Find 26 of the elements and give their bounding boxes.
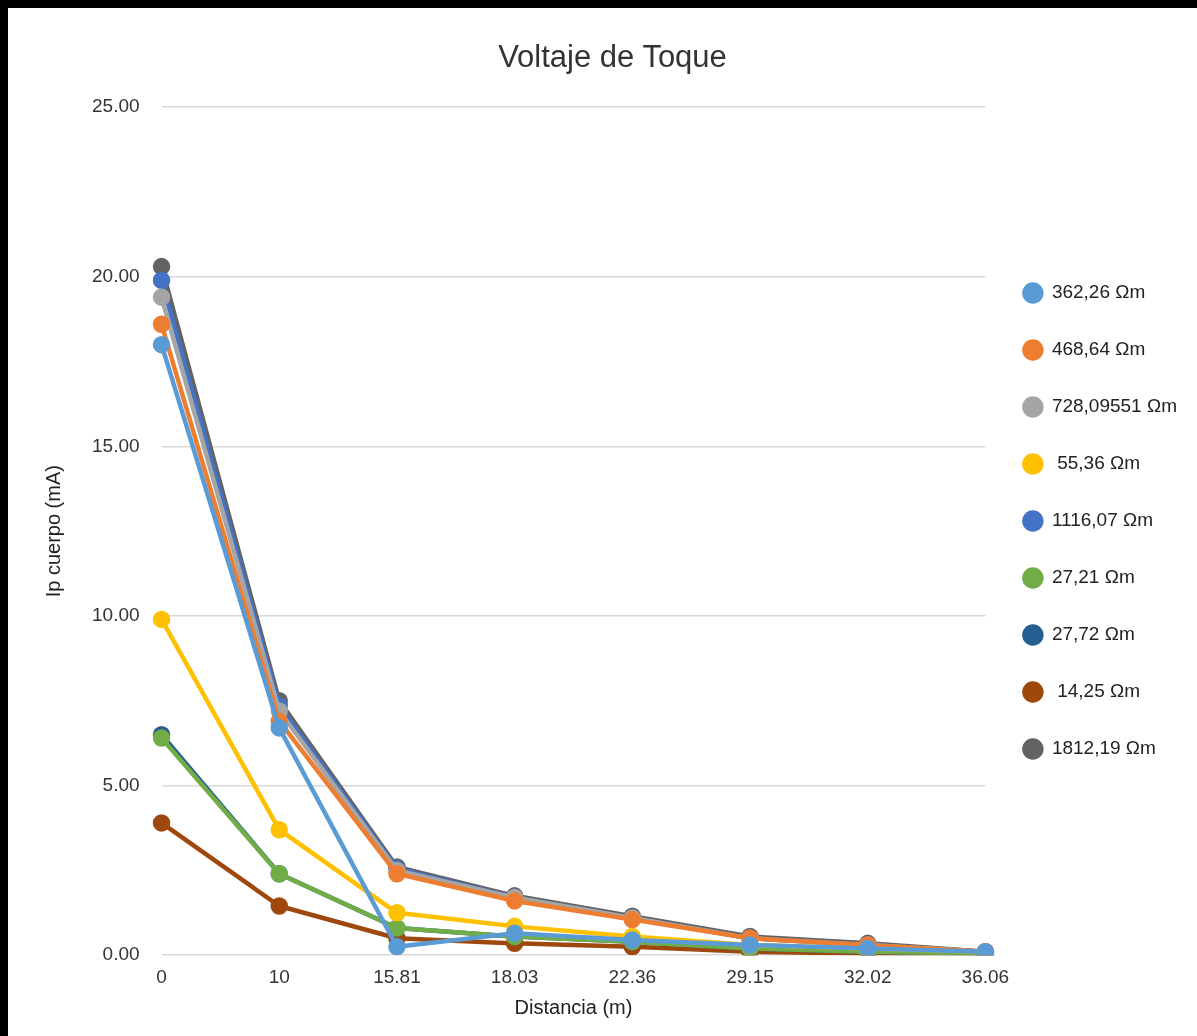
y-tick-label: 15.00 [92, 434, 140, 456]
legend-label: 468,64 Ωm [1051, 338, 1146, 360]
y-axis-title: Ip cuerpo (mA) [41, 465, 64, 598]
x-tick-label: 18.03 [490, 965, 539, 987]
y-tick-label: 0.00 [102, 943, 140, 965]
x-tick-label: 36.06 [961, 965, 1010, 987]
x-tick-label: 15.81 [373, 965, 421, 987]
legend-label: 27,72 Ωm [1051, 623, 1135, 645]
legend-label: 55,36 Ωm [1051, 452, 1141, 474]
legend-label: 1116,07 Ωm [1051, 509, 1154, 531]
x-tick-label: 10 [268, 965, 290, 987]
x-axis-title: Distancia (m) [514, 995, 633, 1018]
legend-label: 14,25 Ωm [1051, 680, 1141, 702]
y-tick-label: 5.00 [102, 773, 140, 795]
y-tick-label: 10.00 [92, 604, 140, 626]
chart-title: Voltaje de Toque [498, 39, 727, 75]
x-tick-label: 0 [156, 965, 167, 987]
y-tick-label: 25.00 [92, 95, 140, 117]
y-tick-label: 20.00 [92, 265, 140, 287]
legend-label: 362,26 Ωm [1051, 281, 1146, 303]
legend-label: 728,09551 Ωm [1051, 395, 1177, 417]
legend-label: 1812,19 Ωm [1051, 737, 1156, 759]
legend-label: 27,21 Ωm [1051, 566, 1135, 588]
x-tick-label: 29.15 [726, 965, 774, 987]
x-tick-label: 22.36 [608, 965, 657, 987]
x-tick-label: 32.02 [843, 965, 892, 987]
